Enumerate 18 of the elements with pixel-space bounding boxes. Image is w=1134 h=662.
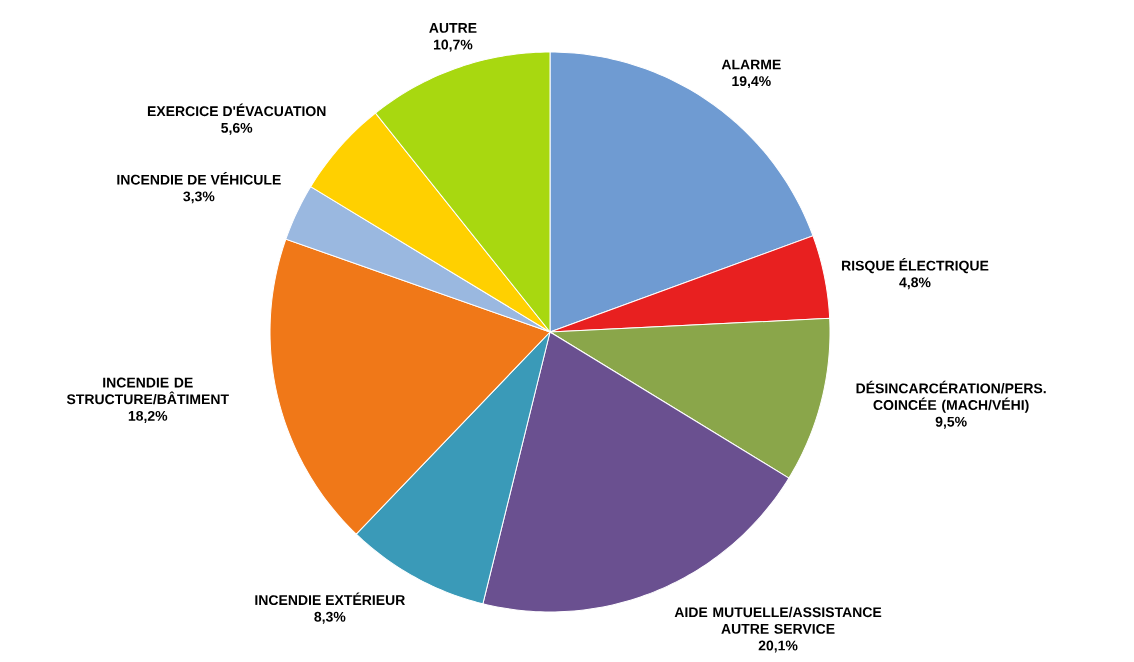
data-label: 10,7% <box>433 39 473 52</box>
data-label: 8,3% <box>314 611 346 624</box>
data-label: 3,3% <box>183 191 215 204</box>
data-label: 18,2% <box>128 410 168 423</box>
data-label: 5,6% <box>221 122 253 135</box>
slice-label: INCENDIE DE VÉHICULE <box>117 172 281 185</box>
slice-label: ALARME <box>721 59 781 70</box>
data-label: 20,1% <box>758 640 798 653</box>
slice-label: DÉSINCARCÉRATION/PERS. COINCÉE (MACH/VÉHI) <box>856 380 1046 413</box>
data-label: 9,5% <box>935 416 967 429</box>
slice-label: EXERCICE D'ÉVACUATION <box>147 103 326 117</box>
slice-label: INCENDIE EXTÉRIEUR <box>255 592 405 606</box>
data-label: 19,4% <box>732 76 771 89</box>
slice-label: INCENDIE DE STRUCTURE/BÂTIMENT <box>66 377 229 405</box>
slice-label: AIDE MUTUELLE/ASSISTANCE AUTRE SERVICE <box>674 606 882 634</box>
slice-label: RISQUE ÉLECTRIQUE <box>842 258 989 274</box>
slice-label: AUTRE <box>429 23 477 33</box>
data-label: 4,8% <box>899 277 931 290</box>
